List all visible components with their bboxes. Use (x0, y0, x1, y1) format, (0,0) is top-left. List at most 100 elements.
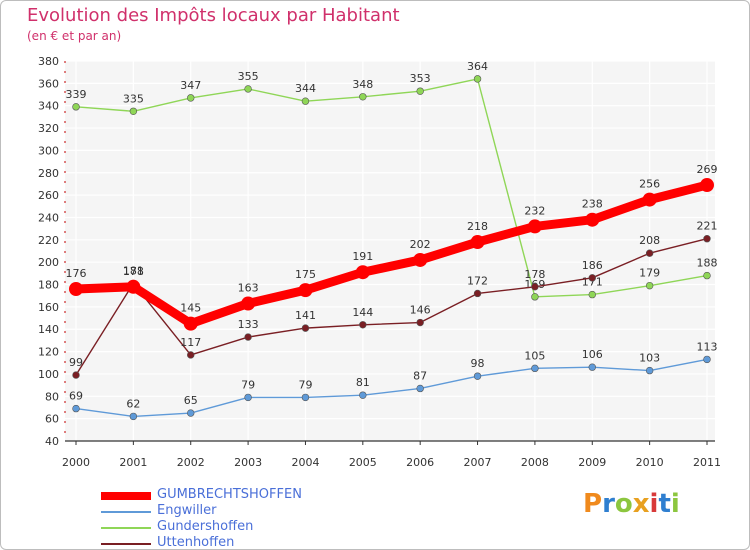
data-label: 146 (410, 304, 431, 317)
data-point (703, 235, 711, 243)
chart-title: Evolution des Impôts locaux par Habitant (27, 5, 400, 26)
data-label: 103 (639, 352, 660, 365)
x-tick-label: 2010 (636, 456, 664, 469)
data-point (416, 87, 424, 95)
brand-letter: P (583, 489, 603, 519)
data-point (298, 283, 313, 298)
data-point (355, 265, 370, 280)
data-label: 186 (582, 259, 603, 272)
data-point (527, 219, 542, 234)
x-tick-label: 2003 (234, 456, 262, 469)
data-point (645, 366, 654, 375)
y-tick-label: 100 (38, 368, 59, 381)
x-tick-label: 2004 (291, 456, 319, 469)
data-label: 191 (352, 250, 373, 263)
data-label: 62 (126, 397, 140, 410)
brand-logo: Proxiti (583, 489, 680, 519)
data-point (645, 249, 654, 257)
series-gumbrechtshoffen: 176 178 145 163 175 191 202 218 232 238 256 269 (66, 163, 718, 331)
series-line-uttenhoffen (75, 238, 708, 376)
data-label: 98 (471, 357, 485, 370)
x-tick-label: 2007 (464, 456, 492, 469)
data-label: 172 (467, 274, 488, 287)
data-label: 347 (180, 79, 201, 92)
data-point (359, 391, 367, 399)
x-tick-label: 2008 (521, 456, 549, 469)
series-gundershoffen: 339335347355344348353364169171179188 (66, 60, 718, 301)
data-label: 105 (524, 349, 545, 362)
data-label: 175 (295, 268, 316, 281)
data-label: 364 (467, 60, 488, 73)
data-point (69, 282, 83, 296)
data-label: 179 (639, 267, 660, 280)
y-tick-label: 340 (38, 100, 59, 113)
legend-swatch (101, 492, 151, 500)
brand-letter: r (602, 489, 615, 519)
y-tick-label: 160 (38, 301, 59, 314)
data-point (301, 393, 310, 402)
data-label: 256 (639, 178, 660, 191)
data-label: 117 (180, 336, 201, 349)
y-tick-label: 260 (38, 189, 59, 202)
legend-swatch (101, 511, 151, 513)
data-point (531, 293, 539, 301)
data-point (645, 281, 654, 290)
data-point (244, 333, 252, 341)
data-label: 178 (524, 268, 545, 281)
data-label: 144 (352, 306, 373, 319)
data-point (187, 94, 195, 102)
chart-subtitle: (en € et par an) (27, 29, 122, 43)
data-point (642, 192, 657, 207)
data-point (703, 355, 711, 364)
legend-label: GUMBRECHTSHOFFEN (157, 487, 302, 502)
data-label: 99 (69, 356, 83, 369)
data-label: 87 (413, 369, 427, 382)
series-engwiller: 69 62 65 79 79 81 87 98 105 106 103 113 (69, 340, 718, 421)
data-label: 339 (66, 88, 87, 101)
y-tick-label: 80 (45, 390, 59, 403)
data-label: 79 (298, 378, 312, 391)
plot-area (65, 61, 715, 441)
data-label: 238 (582, 198, 603, 211)
brand-letter: o (614, 489, 633, 519)
data-point (588, 274, 596, 282)
data-point (531, 364, 539, 373)
data-point (473, 289, 482, 298)
legend-label: Uttenhoffen (157, 535, 235, 550)
data-point (416, 384, 424, 393)
data-label: 176 (66, 267, 87, 280)
data-point (588, 363, 596, 371)
legend-label: Gundershoffen (157, 519, 254, 534)
brand-letter: i (649, 489, 659, 519)
data-label: 65 (184, 394, 198, 407)
data-point (585, 212, 600, 227)
data-point (129, 412, 138, 421)
data-label: 79 (241, 378, 255, 391)
series-line-gumbrechtshoffen (71, 180, 712, 329)
legend-swatch (101, 543, 151, 545)
brand-letter: t (658, 489, 671, 519)
data-point (72, 103, 80, 111)
x-tick-label: 2002 (177, 456, 205, 469)
data-point (241, 296, 256, 311)
data-label: 69 (69, 390, 83, 403)
x-tick-label: 2006 (406, 456, 434, 469)
data-point (72, 371, 80, 379)
data-point (72, 404, 80, 413)
data-point (187, 351, 195, 359)
data-point (588, 290, 596, 299)
data-point (473, 75, 482, 83)
data-point (413, 252, 428, 267)
data-point (244, 393, 252, 402)
y-tick-label: 320 (38, 122, 59, 135)
data-label: 81 (356, 376, 370, 389)
y-tick-label: 360 (38, 77, 59, 90)
x-tick-label: 2005 (349, 456, 377, 469)
data-label: 163 (238, 282, 259, 295)
data-label: 145 (180, 302, 201, 315)
data-label: 113 (697, 340, 718, 353)
data-point (470, 235, 485, 250)
data-label: 106 (582, 348, 603, 361)
y-tick-label: 120 (38, 346, 59, 359)
